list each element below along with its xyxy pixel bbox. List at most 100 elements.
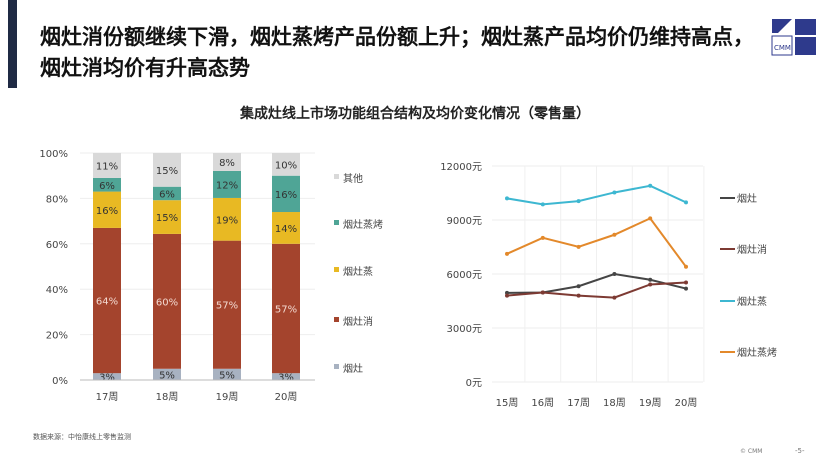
bar-segment xyxy=(272,243,300,374)
bar-segment xyxy=(213,197,241,241)
data-label: 64% xyxy=(96,297,118,308)
data-label: 11% xyxy=(96,161,118,172)
bar-segment xyxy=(213,153,241,171)
data-point xyxy=(576,244,581,249)
data-point xyxy=(612,272,617,276)
legend-swatch xyxy=(334,220,339,225)
data-label: 16% xyxy=(275,190,297,201)
slide-title: 烟灶消份额继续下滑，烟灶蒸烤产品份额上升；烟灶蒸产品均价仍维持高点，烟灶消均价有… xyxy=(40,25,754,80)
legend-label: 烟灶蒸 xyxy=(737,295,767,308)
data-label: 6% xyxy=(159,189,175,200)
data-point xyxy=(612,232,617,237)
data-point xyxy=(540,235,545,240)
y-tick-label: 12000元 xyxy=(440,162,482,173)
data-point xyxy=(648,183,653,188)
y-tick-label: 20% xyxy=(46,331,68,342)
bar-segment xyxy=(272,373,300,380)
x-tick-label: 19周 xyxy=(216,391,239,403)
data-label: 5% xyxy=(159,370,175,381)
data-point xyxy=(648,216,653,221)
series-line xyxy=(506,281,687,299)
bar-segment xyxy=(213,240,241,369)
data-label: 3% xyxy=(99,373,115,384)
bar-segment xyxy=(153,186,181,201)
x-tick-label: 15周 xyxy=(496,397,519,409)
price-line-chart: 0元 3000元 6000元 9000元 12000元 15周 16周 17周 18周 19周 20… xyxy=(440,162,777,409)
page-number: -5- xyxy=(795,447,805,455)
x-tick-label: 20周 xyxy=(275,391,298,403)
data-label: 57% xyxy=(275,304,297,315)
data-point xyxy=(576,293,581,298)
data-label: 8% xyxy=(219,158,235,169)
data-label: 14% xyxy=(275,224,297,235)
data-point xyxy=(648,282,653,287)
bar-segment xyxy=(272,212,300,244)
data-label: 5% xyxy=(219,370,235,381)
data-point xyxy=(540,290,545,295)
bar-segment xyxy=(93,177,121,192)
y-tick-label: 9000元 xyxy=(447,216,482,227)
x-tick-label: 19周 xyxy=(639,397,662,409)
legend-label: 烟灶蒸 xyxy=(343,265,373,278)
data-label: 6% xyxy=(99,181,115,192)
bar-segment xyxy=(153,233,181,369)
legend-swatch xyxy=(334,364,339,369)
x-tick-label: 18周 xyxy=(603,397,626,409)
legend-swatch xyxy=(334,267,339,272)
accent-bar xyxy=(8,0,17,88)
legend-label: 烟灶蒸烤 xyxy=(343,218,383,231)
stacked-bar-chart: 0% 20% 40% 60% 80% 100% 3% 64% 16% 6% 11% 17周 5% 60% 1… xyxy=(39,149,383,403)
legend-label: 烟灶消 xyxy=(737,243,767,256)
legend-label: 烟灶蒸烤 xyxy=(737,346,777,359)
legend-label: 烟灶 xyxy=(343,362,363,375)
data-point xyxy=(612,190,617,195)
legend-swatch xyxy=(334,317,339,322)
y-tick-label: 6000元 xyxy=(447,270,482,281)
data-label: 12% xyxy=(216,180,238,191)
copyright: © CMM xyxy=(740,448,763,455)
bar-segment xyxy=(93,191,121,228)
x-tick-label: 17周 xyxy=(567,397,590,409)
data-point xyxy=(576,199,581,204)
cmm-logo: CMM xyxy=(770,17,818,57)
x-tick-label: 16周 xyxy=(531,397,554,409)
bar-segment xyxy=(153,368,181,380)
data-point xyxy=(576,284,581,289)
legend-label: 烟灶 xyxy=(737,192,757,205)
data-point xyxy=(505,251,509,256)
bar-segment xyxy=(213,368,241,380)
x-tick-label: 17周 xyxy=(96,391,119,403)
chart-subtitle: 集成灶线上市场功能组合结构及均价变化情况（零售量） xyxy=(240,106,590,122)
bar-segment xyxy=(153,200,181,234)
y-tick-label: 60% xyxy=(46,240,68,251)
y-tick-label: 80% xyxy=(46,194,68,205)
series-line xyxy=(506,217,687,268)
y-tick-label: 0% xyxy=(52,376,68,387)
bar-segment xyxy=(93,373,121,380)
bar-segment xyxy=(93,153,121,178)
data-point xyxy=(648,277,653,282)
data-point xyxy=(684,264,688,269)
bar-segment xyxy=(153,153,181,187)
svg-text:CMM: CMM xyxy=(774,44,791,52)
legend-swatch xyxy=(334,174,339,179)
data-point xyxy=(684,200,688,205)
data-label: 16% xyxy=(96,206,118,217)
data-source: 数据来源：中怡康线上零售监测 xyxy=(33,433,131,441)
data-label: 15% xyxy=(156,166,178,177)
bar-segment xyxy=(272,153,300,176)
data-label: 57% xyxy=(216,301,238,312)
data-point xyxy=(505,293,509,298)
bar-segment xyxy=(272,175,300,213)
y-tick-label: 3000元 xyxy=(447,324,482,335)
x-tick-label: 18周 xyxy=(156,391,179,403)
y-tick-label: 40% xyxy=(46,285,68,296)
bar-segment xyxy=(213,170,241,198)
data-point xyxy=(684,286,688,291)
x-tick-label: 20周 xyxy=(675,397,698,409)
data-label: 60% xyxy=(156,297,178,308)
data-label: 10% xyxy=(275,160,297,171)
series-line xyxy=(506,184,687,206)
y-tick-label: 100% xyxy=(39,149,68,160)
data-point xyxy=(684,280,688,285)
